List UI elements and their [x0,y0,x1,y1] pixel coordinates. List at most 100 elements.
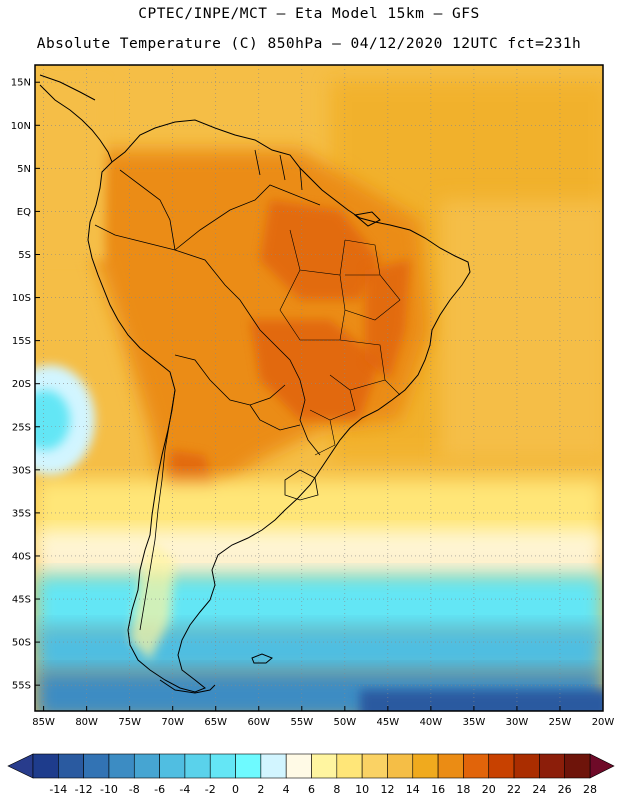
colorbar-label: -10 [100,783,118,796]
colorbar-swatch [412,753,439,779]
caribbean-coast [39,74,96,101]
lon-tick-label: 45W [377,717,400,728]
lat-tick-label: 40S [12,551,31,562]
colorbar-label: -12 [75,783,93,796]
lat-tick-label: 15S [12,336,31,347]
field-pale-band [35,530,603,580]
colorbar-swatch [133,753,160,779]
lon-tick-label: 75W [118,717,141,728]
colorbar-swatch [235,753,262,779]
colorbar-label: 16 [431,783,445,796]
colorbar-label: 20 [482,783,496,796]
field-east-lighter [440,200,603,460]
brazil-west-border [174,249,321,456]
lat-tick-label: 5S [18,250,31,261]
colorbar-label: 26 [558,783,572,796]
lon-tick-label: 40W [420,717,443,728]
field-patagonia [130,540,175,660]
colorbar-label: 14 [406,783,420,796]
uruguay-border [284,469,319,501]
chart-title-line2: Absolute Temperature (C) 850hPa – 04/12/… [36,36,582,52]
colorbar-swatch [361,753,388,779]
colorbar-label: 8 [333,783,340,796]
lat-tick-label: 35S [12,508,31,519]
colorbar-label: -14 [49,783,67,796]
peru-ecuador-border [94,224,176,251]
colorbar-label: -8 [129,783,140,796]
lon-tick-label: 85W [32,717,55,728]
colorbar-swatch [513,753,540,779]
colorbar-swatch [83,753,110,779]
lon-tick-label: 55W [290,717,313,728]
colorbar-label: 12 [380,783,394,796]
lat-tick-label: 20S [12,379,31,390]
colorbar-swatch [488,753,515,779]
axis-ticks: 15N 10N 5N EQ 5S 10S 15S 20S 25S 30S 35S 40S 45S 50S 5… [11,78,615,728]
paraguay-border [249,404,301,431]
lon-tick-label: 25W [549,717,572,728]
marajo-island [353,211,381,227]
argentina-chile-border [139,389,176,631]
colorbar-swatch [539,753,565,779]
field-hot-east [365,260,410,380]
country-borders [94,149,401,631]
colorbar-swatch [437,753,464,779]
colorbar-label: 0 [232,783,239,796]
lat-tick-label: EQ [17,207,31,218]
lon-tick-label: 60W [247,717,270,728]
colorbar-swatch [463,753,490,779]
colorbar-swatch [58,753,84,779]
field-darkest-band [360,690,603,711]
field-hot-central [250,320,380,420]
colorbar-swatch [564,753,591,779]
colorbar-high-arrow [589,753,615,779]
chart-title-line1: CPTEC/INPE/MCT – Eta Model 15km – GFS [138,6,480,22]
colorbar-label: 28 [583,783,597,796]
colorbar-label: 22 [507,783,521,796]
lon-tick-label: 20W [592,717,615,728]
brazil-north-border [174,184,321,251]
lon-tick-label: 35W [463,717,486,728]
lon-tick-label: 65W [204,717,227,728]
colorbar-label: 6 [308,783,315,796]
colorbar-swatch [108,753,135,779]
lat-tick-label: 15N [11,78,31,89]
colorbar-label: 4 [283,783,290,796]
colorbar: -14 -12 -10 -8 -6 -4 -2 0 2 4 6 8 10 12 14 16 18 20 22 24 26… [7,753,615,796]
colorbar-swatch [285,753,312,779]
colorbar-swatch [32,753,59,779]
lat-tick-label: 10S [12,293,31,304]
guyanas-borders [254,149,303,191]
field-pacific-cyan [35,390,70,450]
lon-tick-label: 70W [161,717,184,728]
brazil-states [279,229,401,456]
colorbar-label: -6 [154,783,165,796]
lat-tick-label: 50S [12,638,31,649]
lat-tick-label: 30S [12,465,31,476]
tierra-del-fuego [159,679,216,694]
colorbar-swatch [336,753,363,779]
field-lightblue-band [35,625,603,675]
lat-tick-label: 10N [11,121,31,132]
map-grid [35,65,603,711]
colorbar-swatch [260,753,287,779]
colorbar-label: 2 [257,783,264,796]
falkland-islands [251,653,273,664]
lat-tick-label: 55S [12,681,31,692]
colorbar-low-arrow [7,753,34,779]
colombia-venezuela-border [119,169,176,251]
bolivia-border [174,354,286,406]
colorbar-swatch [311,753,338,779]
colorbar-label: -2 [205,783,216,796]
colorbar-swatch [209,753,236,779]
lat-tick-label: 5N [17,164,31,175]
colorbar-label: 10 [355,783,369,796]
colorbar-swatch [159,753,186,779]
map-frame [34,64,604,712]
colorbar-swatch [184,753,211,779]
temperature-field [35,65,603,711]
colorbar-label: -4 [179,783,190,796]
lat-tick-label: 25S [12,422,31,433]
field-northwest [35,80,105,260]
